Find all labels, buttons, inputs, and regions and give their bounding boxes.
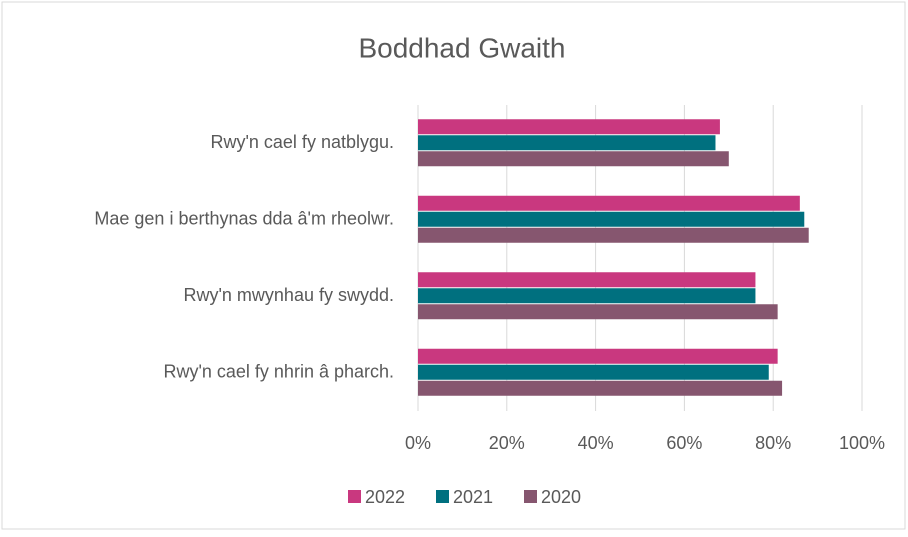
bar: [418, 151, 729, 167]
y-tick-label: Rwy'n mwynhau fy swydd.: [183, 285, 394, 305]
x-tick-label: 60%: [666, 433, 702, 453]
x-tick-label: 100%: [839, 433, 885, 453]
y-tick-label: Rwy'n cael fy natblygu.: [210, 132, 394, 152]
legend-swatch: [348, 490, 361, 503]
y-tick-label: Rwy'n cael fy nhrin â pharch.: [163, 362, 394, 382]
legend-label: 2022: [365, 487, 405, 507]
x-tick-label: 40%: [578, 433, 614, 453]
bar: [418, 380, 783, 396]
bar: [418, 272, 756, 288]
x-tick-label: 80%: [755, 433, 791, 453]
legend-label: 2021: [453, 487, 493, 507]
bar: [418, 288, 756, 304]
bar: [418, 227, 809, 243]
x-tick-label: 20%: [489, 433, 525, 453]
bar: [418, 364, 769, 380]
bar: [418, 195, 800, 211]
y-tick-label: Mae gen i berthynas dda â'm rheolwr.: [94, 209, 394, 229]
bar: [418, 119, 720, 135]
bar: [418, 135, 716, 151]
legend-swatch: [436, 490, 449, 503]
bar: [418, 348, 778, 364]
bar: [418, 211, 805, 227]
bar: [418, 304, 778, 320]
chart-title: Boddhad Gwaith: [358, 32, 565, 63]
legend-label: 2020: [541, 487, 581, 507]
x-tick-label: 0%: [405, 433, 431, 453]
legend-swatch: [524, 490, 537, 503]
